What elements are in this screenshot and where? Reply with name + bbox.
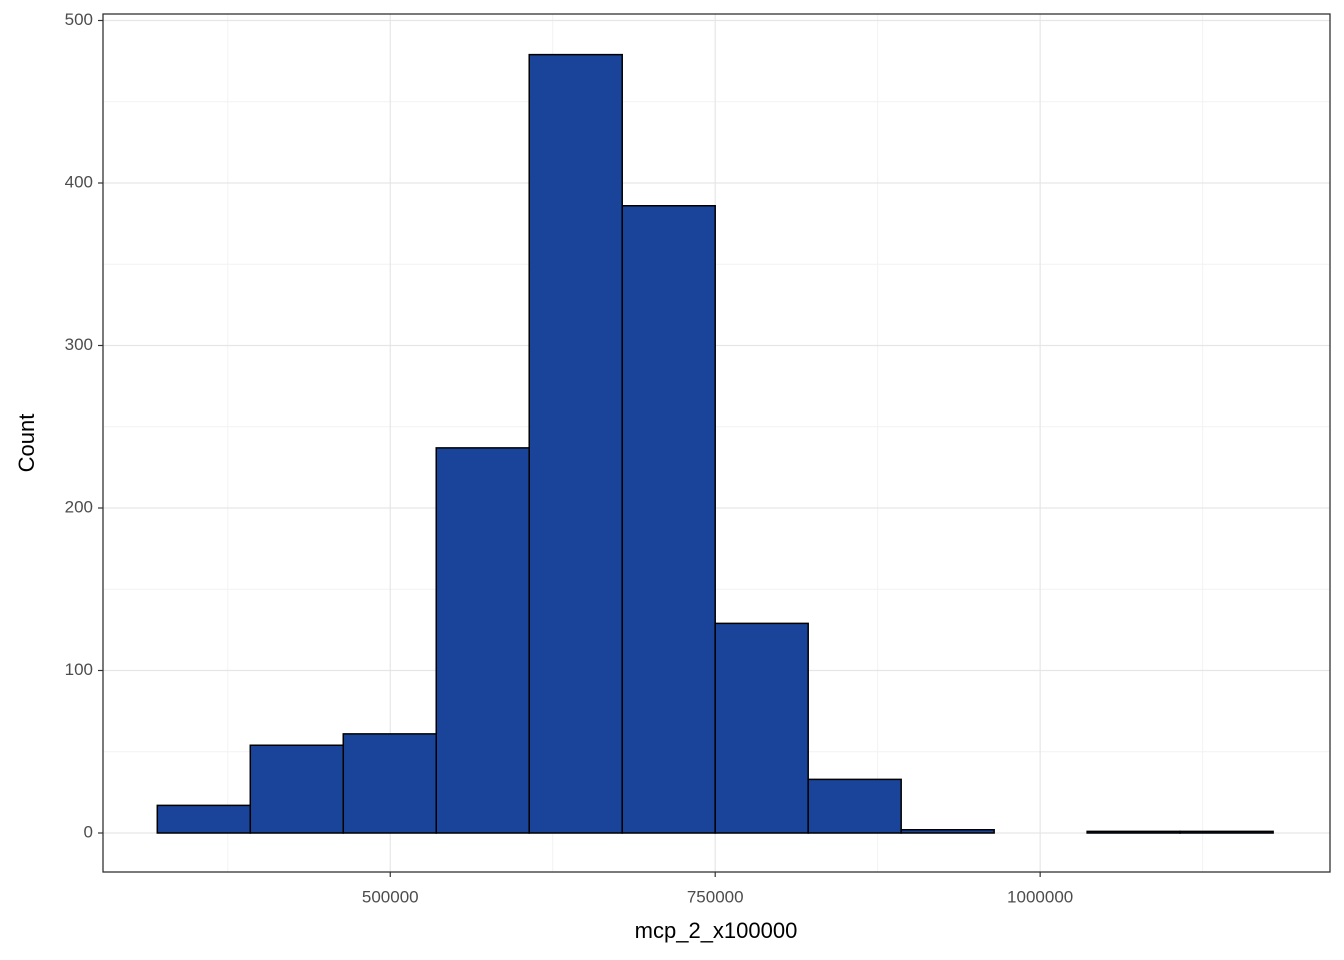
bar [714, 622, 809, 834]
bar [621, 205, 716, 834]
y-axis-title: Count [14, 414, 39, 473]
y-tick-label: 300 [65, 335, 93, 354]
x-tick-label: 1000000 [1007, 887, 1073, 906]
y-tick-label: 500 [65, 10, 93, 29]
y-tick-label: 100 [65, 660, 93, 679]
bar [900, 829, 995, 834]
bar [1086, 830, 1181, 834]
y-tick-label: 400 [65, 172, 93, 191]
bar [156, 804, 252, 834]
bar [435, 447, 530, 834]
plot-border [102, 13, 1331, 873]
y-tick-label: 200 [65, 497, 93, 516]
y-tick-label: 0 [84, 822, 93, 841]
bar [528, 53, 623, 834]
bar [249, 744, 345, 834]
bar [807, 778, 902, 834]
bar [1179, 830, 1274, 834]
x-tick-label: 500000 [362, 887, 419, 906]
bar [342, 733, 437, 834]
x-tick-label: 750000 [687, 887, 744, 906]
x-axis-title: mcp_2_x100000 [635, 918, 798, 943]
